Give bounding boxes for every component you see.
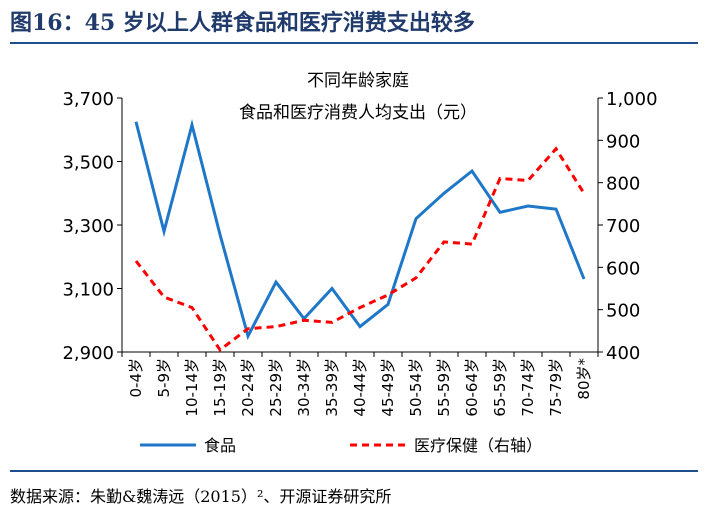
x-tick-label: 10-14岁 [183, 358, 201, 417]
legend-label: 食品 [204, 436, 236, 455]
y-left-tick-label: 3,300 [62, 216, 114, 237]
x-tick-label: 20-24岁 [239, 358, 257, 417]
y-right-tick-label: 400 [606, 343, 640, 364]
title-rule [10, 42, 698, 44]
chart-title: 不同年龄家庭 [307, 71, 409, 91]
legend-label: 医疗保健（右轴） [414, 436, 542, 455]
y-right-tick-label: 600 [606, 258, 640, 279]
x-tick-label: 30-34岁 [295, 358, 313, 417]
chart-subtitle: 食品和医疗消费人均支出（元） [239, 103, 477, 123]
source-note: 数据来源：朱勤&魏涛远（2015）²、开源证券研究所 [10, 487, 392, 506]
food-series-line [134, 119, 586, 341]
y-right-tick-label: 900 [606, 131, 640, 152]
x-tick-label: 50-54岁 [407, 358, 425, 417]
y-right-tick-label: 700 [606, 216, 640, 237]
x-tick-label: 75-79岁 [547, 358, 565, 417]
x-tick-label: 0-4岁 [127, 358, 145, 398]
y-left-tick-label: 2,900 [62, 343, 114, 364]
y-right-tick-label: 1,000 [606, 89, 658, 110]
medical-series-line [134, 146, 586, 353]
x-tick-label: 45-49岁 [379, 358, 397, 417]
x-tick-label: 65-59岁 [491, 358, 509, 417]
y-right-tick-label: 500 [606, 301, 640, 322]
x-tick-label: 40-44岁 [351, 358, 369, 417]
x-tick-label: 35-39岁 [323, 358, 341, 417]
x-tick-label: 70-74岁 [519, 358, 537, 417]
y-left-tick-label: 3,500 [62, 153, 114, 174]
y-right-tick-label: 800 [606, 174, 640, 195]
x-tick-label: 15-19岁 [211, 358, 229, 417]
source-rule [10, 470, 698, 472]
y-left-tick-label: 3,100 [62, 280, 114, 301]
x-tick-label: 55-59岁 [435, 358, 453, 417]
x-tick-label: 80岁* [575, 358, 593, 400]
x-tick-label: 25-29岁 [267, 358, 285, 417]
figure-title: 图16：45 岁以上人群食品和医疗消费支出较多 [10, 10, 475, 36]
x-tick-label: 5-9岁 [155, 358, 173, 398]
dual-axis-line-chart: 不同年龄家庭 食品和医疗消费人均支出（元） 2,900 3,100 3,300 3,5… [62, 71, 658, 455]
x-tick-label: 60-64岁 [463, 358, 481, 417]
y-left-tick-label: 3,700 [62, 89, 114, 110]
